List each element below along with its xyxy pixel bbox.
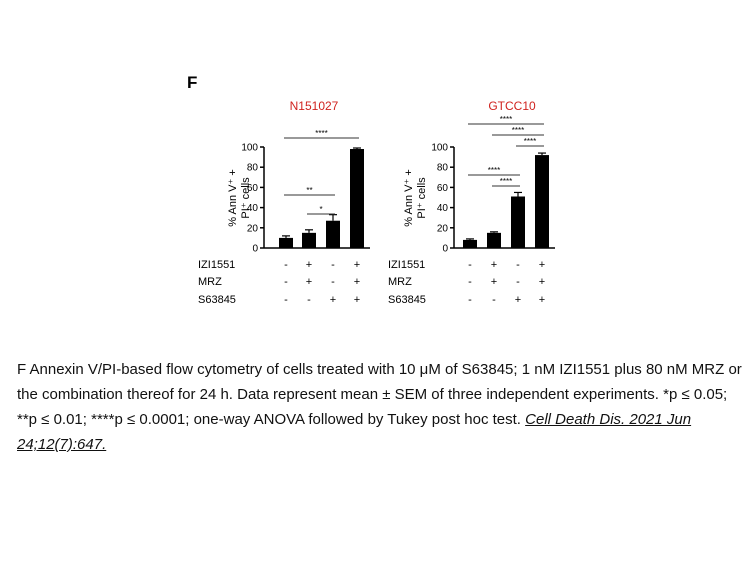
condition-label: S63845 <box>388 294 426 306</box>
condition-sign: - <box>516 259 520 271</box>
chart-n151027: N151027% Ann V⁺ +PI⁺ cells020406080100**… <box>198 99 370 306</box>
significance-label: **** <box>512 126 524 135</box>
significance-label: * <box>319 205 322 214</box>
figure-caption: F Annexin V/PI-based flow cytometry of c… <box>17 357 742 457</box>
condition-sign: + <box>354 276 360 288</box>
y-axis-label-line: PI⁺ cells <box>240 177 252 219</box>
significance-label: **** <box>500 177 512 186</box>
condition-sign: + <box>330 294 336 306</box>
condition-sign: - <box>492 294 496 306</box>
condition-sign: - <box>284 294 288 306</box>
condition-sign: + <box>491 276 497 288</box>
y-tick-label: 20 <box>247 223 259 234</box>
condition-label: IZI1551 <box>388 259 425 271</box>
condition-sign: - <box>284 259 288 271</box>
condition-sign: - <box>307 294 311 306</box>
chart-gtcc10: GTCC10 % Ann V⁺ +PI⁺ cells 0 20 40 60 80 100 ***… <box>388 99 555 306</box>
citation-link[interactable]: Cell Death Dis. 2021 Jun 24;12(7):647. <box>17 411 692 453</box>
y-axis-label: % Ann V⁺ +PI⁺ cells <box>403 169 428 226</box>
significance-label: **** <box>500 115 512 124</box>
y-tick-label: 0 <box>252 244 258 255</box>
y-tick-label: 40 <box>247 203 259 214</box>
significance-label: ** <box>306 186 312 195</box>
figure-panel-f: F N151027% Ann V⁺ +PI⁺ cells020406080100… <box>187 73 555 306</box>
y-tick-label: 40 <box>437 203 449 214</box>
y-tick-label: 60 <box>247 183 259 194</box>
caption-text: F Annexin V/PI-based flow cytometry of c… <box>17 361 742 428</box>
y-tick-label: 80 <box>437 163 449 174</box>
panel-letter: F <box>187 73 197 92</box>
y-axis-label-line: PI⁺ cells <box>416 177 428 219</box>
condition-sign: + <box>539 259 545 271</box>
y-tick-label: 80 <box>247 163 259 174</box>
bar <box>302 232 316 248</box>
y-tick-label: 0 <box>442 244 448 255</box>
condition-sign: + <box>306 259 312 271</box>
condition-sign: + <box>515 294 521 306</box>
y-axis-label: % Ann V⁺ +PI⁺ cells <box>227 169 252 226</box>
condition-label: IZI1551 <box>198 259 235 271</box>
bar <box>463 239 477 248</box>
bar <box>279 237 293 248</box>
condition-label: MRZ <box>198 276 222 288</box>
condition-label: MRZ <box>388 276 412 288</box>
y-tick-label: 100 <box>431 143 448 154</box>
chart-title: N151027 <box>290 99 339 113</box>
significance-label: **** <box>488 166 500 175</box>
y-tick-label: 20 <box>437 223 449 234</box>
chart-title: GTCC10 <box>488 99 536 113</box>
significance-label: **** <box>524 137 536 146</box>
y-axis-label-line: % Ann V⁺ + <box>403 169 415 226</box>
condition-sign: - <box>516 276 520 288</box>
bar <box>487 232 501 248</box>
condition-sign: - <box>468 259 472 271</box>
condition-sign: + <box>539 276 545 288</box>
condition-sign: - <box>468 294 472 306</box>
condition-sign: + <box>539 294 545 306</box>
condition-sign: + <box>491 259 497 271</box>
bar <box>350 149 364 248</box>
condition-sign: - <box>331 259 335 271</box>
significance-label: **** <box>315 129 327 138</box>
condition-sign: + <box>354 259 360 271</box>
bar <box>326 220 340 248</box>
condition-label: S63845 <box>198 294 236 306</box>
condition-sign: + <box>306 276 312 288</box>
y-axis-label-line: % Ann V⁺ + <box>227 169 239 226</box>
y-tick-label: 60 <box>437 183 449 194</box>
condition-sign: + <box>354 294 360 306</box>
y-tick-label: 100 <box>241 143 258 154</box>
bar <box>511 196 525 248</box>
condition-sign: - <box>284 276 288 288</box>
bar <box>535 155 549 248</box>
condition-sign: - <box>468 276 472 288</box>
condition-sign: - <box>331 276 335 288</box>
